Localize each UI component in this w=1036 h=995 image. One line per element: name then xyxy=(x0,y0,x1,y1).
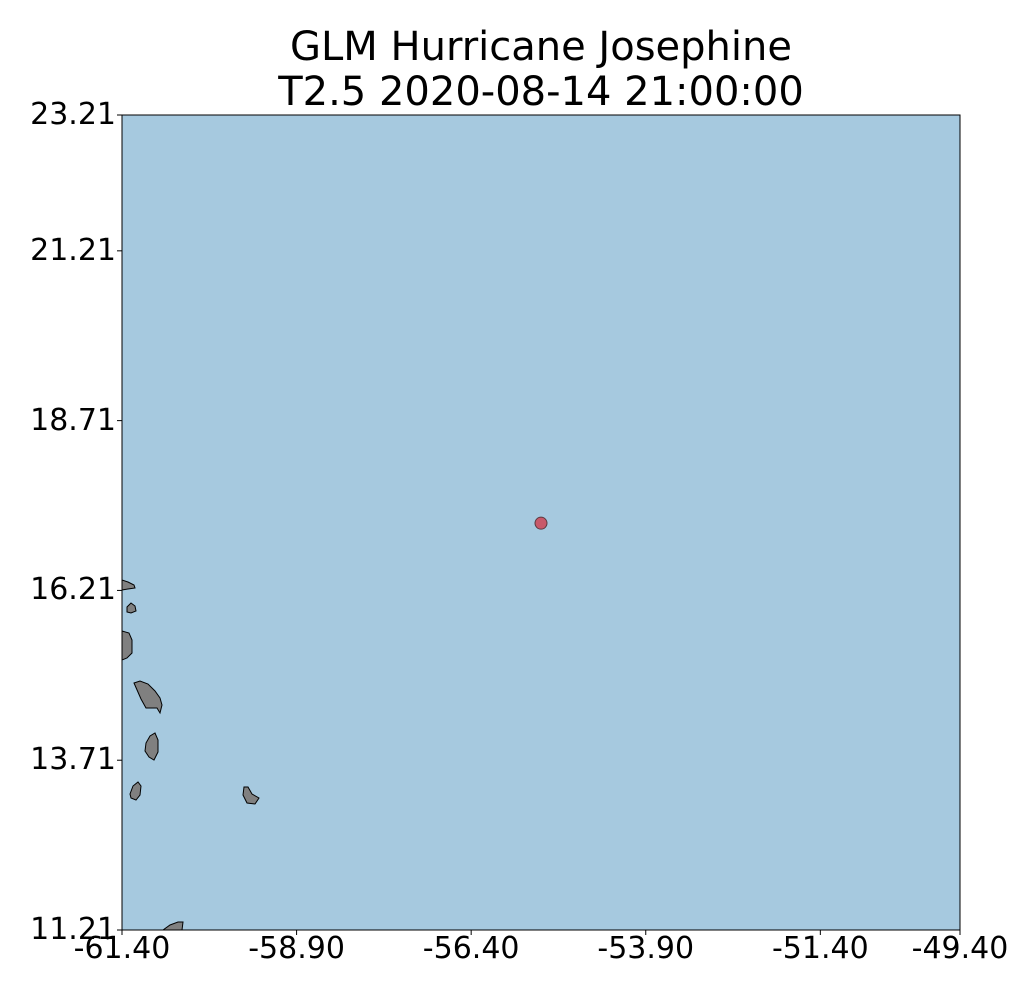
y-tick-label: 11.21 xyxy=(30,912,116,947)
y-tick-label: 16.21 xyxy=(30,572,116,608)
island-grenada xyxy=(162,921,184,930)
island-guadeloupe xyxy=(122,630,133,661)
y-tick-label: 23.21 xyxy=(30,97,116,132)
island-barbados xyxy=(242,786,260,805)
y-tick-label: 18.71 xyxy=(30,402,116,438)
map-title-line-1: GLM Hurricane Josephine xyxy=(290,24,792,70)
plot-frame xyxy=(121,114,961,931)
x-tick-label: -53.90 xyxy=(597,931,695,966)
map-title-line-2: T2.5 2020-08-14 21:00:00 xyxy=(278,69,804,115)
island-st-lucia xyxy=(144,732,159,761)
x-tick-label: -49.40 xyxy=(911,931,1009,966)
island-martinique xyxy=(133,680,163,715)
y-tick-marks xyxy=(117,114,122,931)
island-antigua xyxy=(122,579,136,591)
y-tick-label: 21.21 xyxy=(30,232,116,268)
island-st-vincent xyxy=(129,781,142,801)
storm-center-marker xyxy=(534,516,548,530)
land-masses xyxy=(122,579,260,930)
y-tick-label: 13.71 xyxy=(30,742,116,778)
island-montserrat xyxy=(126,602,137,614)
x-tick-label: -56.40 xyxy=(422,931,520,966)
x-tick-label: -61.40 xyxy=(73,931,171,966)
x-tick-marks xyxy=(121,930,961,935)
x-tick-label: -58.90 xyxy=(248,931,345,966)
x-tick-label: -51.40 xyxy=(771,931,869,966)
